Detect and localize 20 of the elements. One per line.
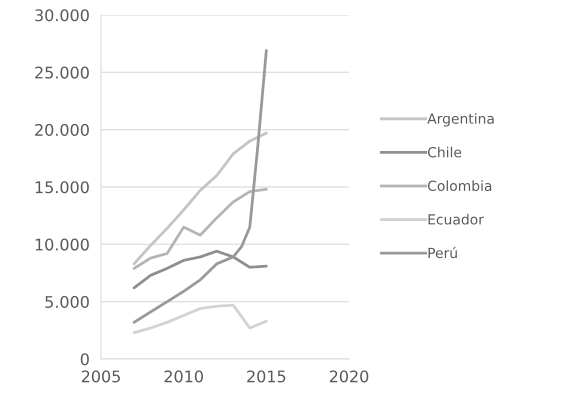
x-tick-label: 2005	[82, 370, 120, 382]
legend-label: Colombia	[428, 180, 492, 192]
y-tick-label: 25.000	[35, 66, 89, 79]
y-tick-label: 5.000	[45, 296, 89, 308]
x-tick-label: 2010	[164, 370, 203, 382]
legend-label: Chile	[428, 146, 462, 158]
line-series	[132, 132, 268, 266]
line-series	[132, 188, 268, 270]
legend-label: Ecuador	[428, 214, 484, 225]
line-series	[132, 49, 268, 324]
y-tick-label: 15.000	[36, 181, 89, 194]
y-tick-label: 0	[80, 353, 89, 366]
x-tick-label: 2020	[330, 370, 368, 382]
y-tick-label: 20.000	[35, 124, 89, 136]
legend-label: Perú	[428, 246, 457, 258]
y-tick-label: 30.000	[35, 9, 89, 22]
legend-label: Argentina	[427, 113, 494, 127]
y-tick-label: 10.000	[36, 238, 89, 251]
x-tick-label: 2015	[247, 370, 286, 382]
line-series	[132, 304, 268, 334]
